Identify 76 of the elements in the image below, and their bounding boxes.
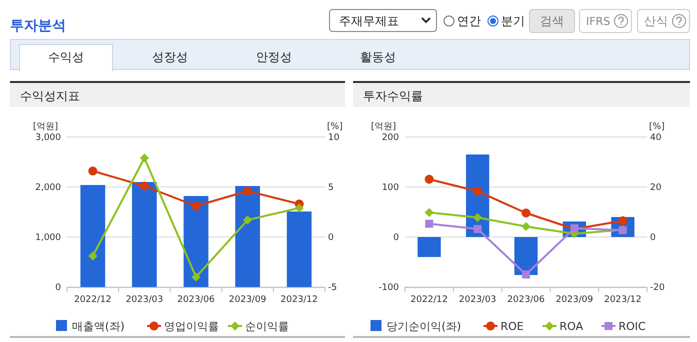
y-tick-label: 100 [382,183,400,193]
y-tick-label: 200 [382,133,400,143]
point [243,216,252,224]
point [88,166,98,176]
point [140,182,149,190]
text: 주재무제표 [339,14,399,28]
text: 연간 [457,14,481,28]
text: 투자분석 [10,18,66,34]
point [88,252,98,260]
point [474,225,482,233]
x-tick-label: 2023/03 [126,295,164,305]
text: 분기 [501,14,525,28]
y-tick-label: 0 [393,233,400,243]
text: 검색 [540,14,564,28]
point [522,270,530,278]
point [424,174,434,184]
text: 활동성 [360,50,396,64]
point [294,204,304,212]
point [473,213,482,222]
y2-tick-label: 0 [328,233,334,243]
x-tick-label: 2023/06 [177,295,215,305]
x-tick-label: 2022/12 [410,295,448,305]
point [425,220,434,228]
y-tick-label: 3,000 [35,133,62,143]
legend-label: ROE [500,320,524,333]
y2-axis-title: [%] [327,122,343,132]
legend-label: ROA [560,320,584,333]
bar [184,196,208,287]
point [424,208,434,217]
x-tick-label: 2023/12 [280,295,318,305]
y2-axis-title: [%] [649,122,665,132]
legend-label: 당기순이익(좌) [386,320,462,333]
y2-tick-label: -20 [650,283,665,293]
point [522,208,530,218]
x-tick-label: 2023/09 [228,295,267,305]
point [192,272,200,282]
x-tick-label: 2023/03 [458,295,496,305]
text: 안정성 [256,50,292,64]
bar [418,237,441,257]
text: 산식 [644,14,668,28]
legend-label: 매출액(좌) [72,320,125,333]
bar [514,237,538,275]
chart-title: 투자수익률 [363,89,423,103]
x-tick-label: 2022/12 [74,295,112,305]
point [243,186,252,196]
legend-label: 영업이익률 [164,320,219,333]
text: 성장성 [152,50,188,64]
text: 수익성 [48,50,84,64]
x-tick-label: 2023/09 [556,295,594,305]
legend-label: 순이익률 [245,320,289,333]
y-tick-label: 0 [55,283,62,293]
bar [132,182,157,287]
point [618,216,628,226]
chart-title: 수익성지표 [20,89,80,103]
y-tick-label: 1,000 [35,233,62,243]
y-tick-label: 2,000 [35,183,62,193]
bar [80,185,106,287]
x-tick-label: 2023/06 [507,295,545,305]
y2-tick-label: 20 [650,183,662,193]
point [522,222,530,231]
y-axis-title: [억원] [371,122,396,132]
legend-label: ROIC [618,320,646,333]
bar [286,212,312,287]
text: IFRS [586,15,610,28]
y2-tick-label: 5 [328,183,334,193]
point [473,186,482,196]
bar [235,186,260,287]
point [140,154,149,162]
y2-tick-label: 40 [650,133,662,143]
point [192,202,200,210]
y2-tick-label: -5 [328,283,337,293]
y-axis-title: [억원] [33,122,58,132]
y2-tick-label: 10 [328,133,340,143]
y2-tick-label: 0 [650,233,656,243]
y-tick-label: -100 [378,283,400,293]
x-tick-label: 2023/12 [604,295,642,305]
